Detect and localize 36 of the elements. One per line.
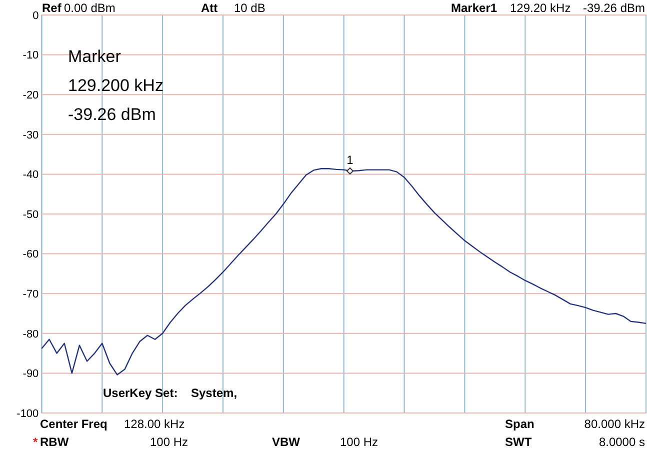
annotation: UserKey Set:	[103, 386, 178, 400]
text: 80.000 kHz	[584, 417, 645, 431]
y-tick-label: -90	[22, 368, 39, 380]
y-tick-label: -80	[22, 328, 39, 340]
text: VBW	[272, 435, 301, 449]
y-tick-label: -10	[22, 50, 39, 62]
text: 8.0000 s	[598, 435, 645, 449]
annotation: Att	[201, 1, 218, 15]
y-tick-label: -30	[22, 129, 39, 142]
line-series	[41, 168, 647, 376]
text: 100 Hz	[150, 435, 188, 449]
y-tick-label: 0	[32, 10, 39, 22]
y-tick-label: -60	[22, 248, 39, 261]
y-tick-label: -100	[16, 408, 39, 420]
text: 128.00 kHz	[124, 417, 185, 431]
annotation: Marker	[68, 47, 122, 66]
text: 100 Hz	[340, 435, 378, 449]
annotation: -39.26 dBm	[582, 1, 645, 15]
y-tick-label: -20	[22, 89, 39, 102]
text: Center Freq	[40, 417, 108, 431]
annotation: -39.26 dBm	[68, 105, 156, 124]
y-tick-label: -50	[22, 208, 39, 221]
y-tick-label: -40	[22, 169, 39, 182]
annotation: 129.200 kHz	[68, 76, 164, 95]
annotation: 0.00 dBm	[64, 1, 116, 15]
text: RBW	[40, 435, 70, 449]
annotation: 10 dB	[234, 1, 266, 15]
text: SWT	[505, 435, 532, 449]
text: Span	[505, 417, 534, 431]
y-tick-label: -70	[22, 288, 39, 300]
annotation: Marker1	[451, 1, 498, 15]
annotation: Ref	[42, 1, 62, 15]
text: *	[33, 435, 38, 449]
annotation: 1	[346, 153, 354, 167]
annotation: System,	[191, 386, 238, 400]
annotation: 129.20 kHz	[510, 1, 571, 15]
